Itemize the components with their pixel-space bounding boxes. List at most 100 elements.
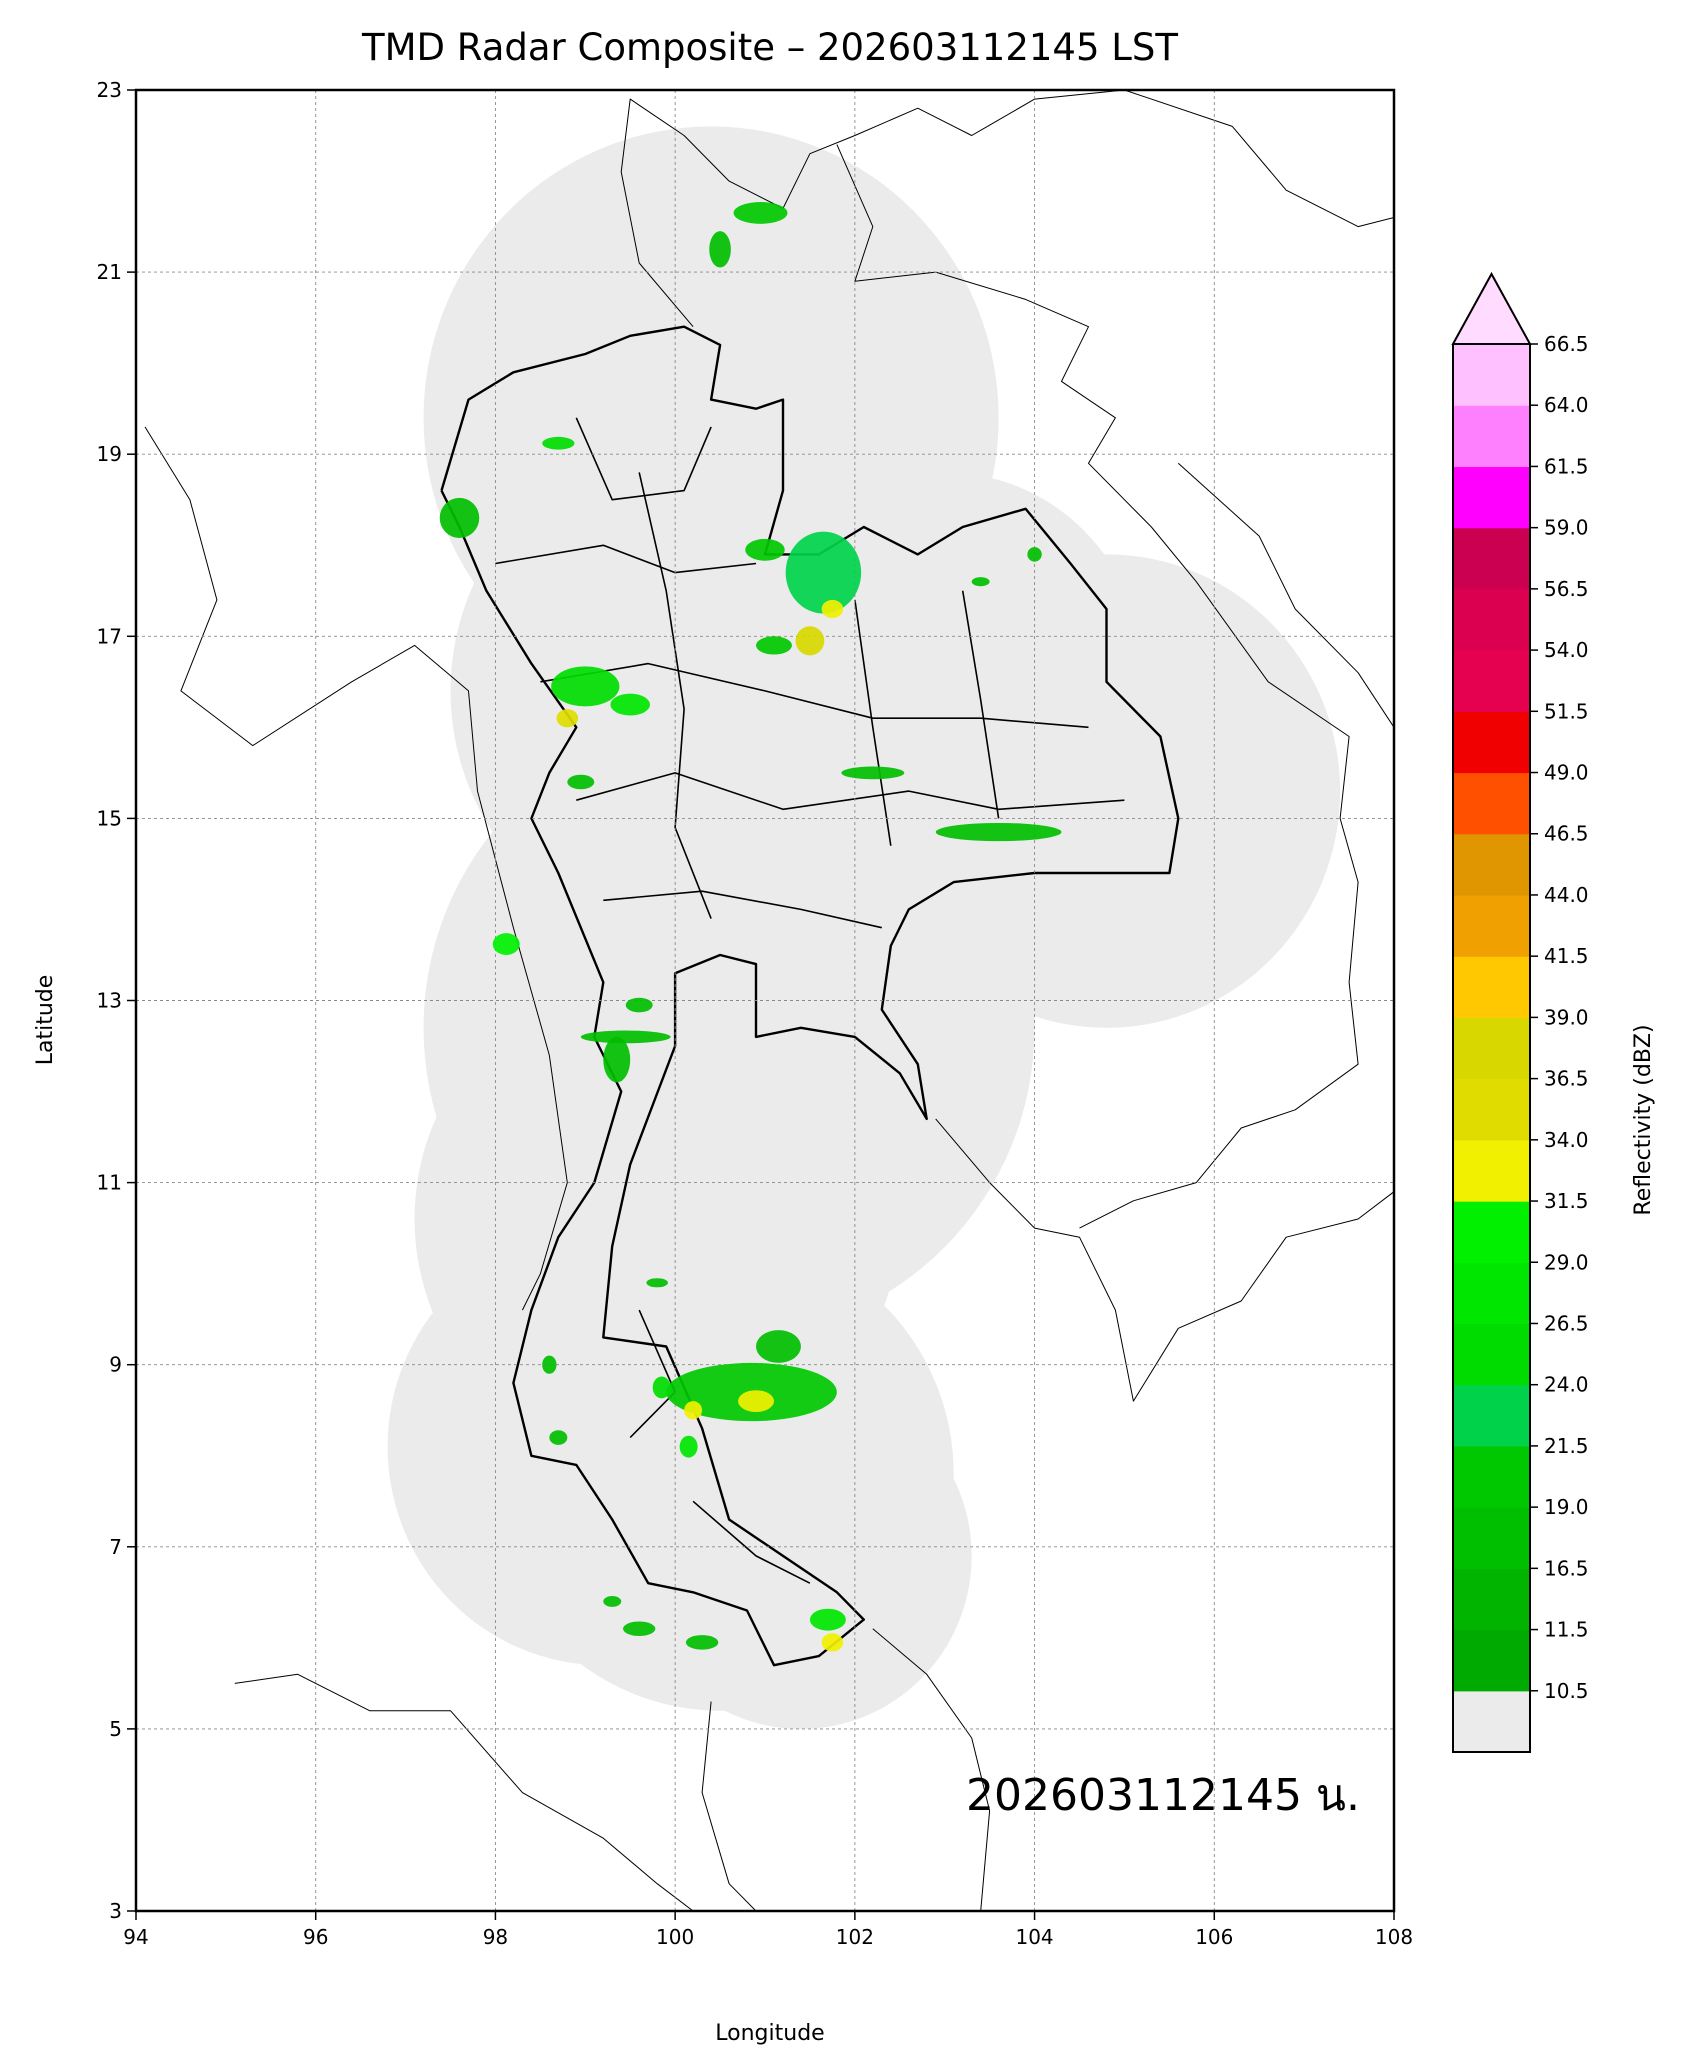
radar-echo [492,933,520,955]
colorbar-tick-label: 66.5 [1544,332,1589,356]
colorbar-segment [1453,1262,1530,1325]
x-tick-label: 108 [1375,1925,1413,1949]
radar-echo [821,1633,844,1652]
colorbar-segment [1453,466,1530,529]
radar-echo [556,709,579,728]
x-tick-label: 102 [836,1925,874,1949]
y-tick-label: 5 [109,1717,122,1741]
malaysia-west-coast [701,1701,757,1911]
radar-echo [549,1430,568,1445]
colorbar-tick-label: 29.0 [1544,1250,1589,1274]
colorbar-tick-label: 59.0 [1544,516,1589,540]
radar-echo [935,822,1062,842]
radar-echo [785,531,862,614]
x-tick-label: 94 [123,1925,148,1949]
radar-echo [756,1330,801,1363]
radar-echo [679,1435,698,1458]
x-tick-label: 98 [483,1925,508,1949]
colorbar-tick-label: 51.5 [1544,699,1589,723]
colorbar-tick-label: 61.5 [1544,454,1589,478]
cambodia-vietnam-coast [935,1118,1394,1402]
y-axis-label: Latitude [33,975,58,1066]
colorbar-tick-label: 54.0 [1544,638,1589,662]
x-axis-label: Longitude [715,2021,824,2046]
colorbar-segment [1453,1507,1530,1569]
radar-echo [1027,547,1042,562]
colorbar-tick-label: 36.5 [1544,1067,1589,1091]
y-tick-label: 13 [97,989,122,1013]
colorbar-segment [1453,833,1530,896]
province-boundary [961,590,1000,819]
x-tick-label: 100 [656,1925,694,1949]
x-tick-label: 96 [303,1925,328,1949]
radar-echo [603,1036,631,1083]
y-tick-label: 7 [109,1535,122,1559]
radar-echo [551,666,620,707]
colorbar-tick-label: 34.0 [1544,1128,1589,1152]
radar-echo [709,231,731,268]
province-boundary [692,1500,811,1584]
province-boundary [575,417,712,501]
colorbar-tick-label: 39.0 [1544,1005,1589,1029]
y-tick-label: 11 [97,1171,122,1195]
colorbar-extend-arrow [1451,271,1532,345]
colorbar-segment [1453,1323,1530,1386]
radar-echo [821,599,844,619]
radar-echo [623,1621,656,1637]
colorbar-segment [1453,1201,1530,1263]
colorbar-tick-label: 46.5 [1544,822,1589,846]
colorbar-tick-label: 16.5 [1544,1556,1589,1580]
map-title: TMD Radar Composite – 202603112145 LST [361,26,1178,69]
radar-echo [756,636,792,655]
radar-echo [841,766,905,780]
province-boundary [638,472,712,919]
colorbar-segment [1453,894,1530,957]
radar-echo [733,201,788,224]
colorbar-segment [1453,1017,1530,1080]
radar-echo [580,1030,671,1044]
y-axis-ticks: 3 5 7 9 11 13 15 17 19 21 23 [97,78,136,1923]
province-boundary [603,890,882,929]
y-tick-label: 17 [97,624,122,648]
radar-echo [625,997,653,1013]
radar-echo [971,577,990,587]
radar-echo [610,693,650,716]
colorbar-segment [1453,956,1530,1018]
colorbar-tick-label: 21.5 [1544,1434,1589,1458]
colorbar-tick-label: 24.0 [1544,1373,1589,1397]
radar-echo [646,1278,668,1288]
north-borders [620,90,1394,328]
colorbar-segment [1453,1445,1530,1508]
radar-echo [603,1595,622,1607]
malaysia-east-coast [872,1628,991,1911]
radar-echo [685,1635,719,1650]
colorbar-tick-label: 19.0 [1544,1495,1589,1519]
x-tick-label: 104 [1015,1925,1053,1949]
y-tick-label: 9 [109,1353,122,1377]
colorbar-segment [1453,1629,1530,1692]
colorbar-tick-label: 41.5 [1544,944,1589,968]
radar-echo [738,1390,774,1413]
radar-echo [809,1608,846,1631]
colorbar-tick-label: 26.5 [1544,1311,1589,1335]
colorbar-label: Reflectivity (dBZ) [1631,1024,1656,1215]
radar-echo [542,1355,557,1374]
y-tick-label: 19 [97,442,122,466]
y-tick-label: 15 [97,806,122,830]
colorbar-tick-label: 56.5 [1544,577,1589,601]
y-tick-label: 23 [97,78,122,102]
province-boundary [576,772,1125,811]
province-boundary [540,662,1089,729]
colorbar-segment [1453,1568,1530,1631]
colorbar-segment [1453,1384,1530,1447]
radar-coverage-circle [630,1382,972,1729]
y-tick-label: 3 [109,1899,122,1923]
myanmar-coast [144,426,568,1311]
province-boundary [495,544,757,574]
colorbar-segment [1453,405,1530,468]
radar-echo [652,1376,671,1399]
colorbar-segment [1453,650,1530,712]
colorbar-tick-label: 44.0 [1544,883,1589,907]
colorbar-segment [1453,1139,1530,1202]
colorbar-tick-label: 49.0 [1544,761,1589,785]
